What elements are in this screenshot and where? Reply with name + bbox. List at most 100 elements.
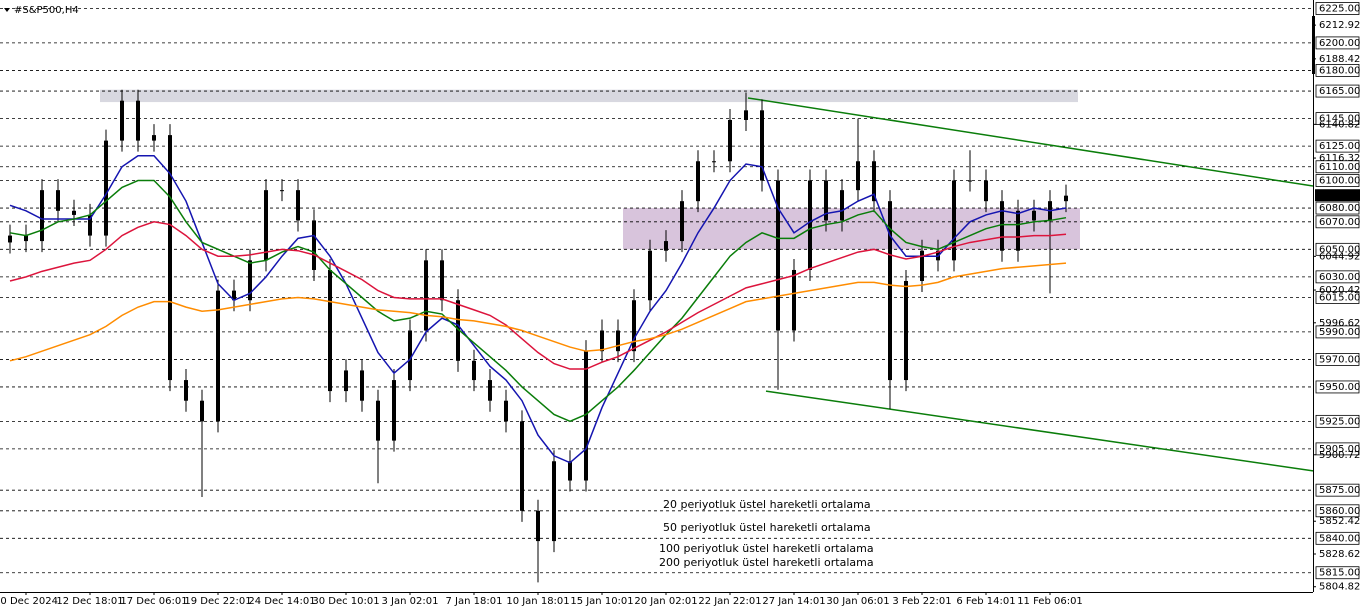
candle-body: [8, 235, 12, 243]
y-level-label: 5905.00: [1319, 444, 1360, 455]
candle-body: [648, 250, 652, 301]
candle-body: [392, 380, 396, 441]
candle-body: [920, 250, 924, 281]
y-tick-label: 5828.62: [1319, 549, 1360, 560]
x-tick-label: 24 Dec 14:01: [248, 596, 315, 607]
trendline: [747, 97, 1314, 187]
candle-body: [1032, 210, 1036, 221]
level-label-box: [1315, 84, 1360, 98]
level-label-box: [1315, 160, 1360, 174]
level-label-box: [1315, 414, 1360, 428]
level-label-box: [1315, 201, 1360, 215]
y-level-label: 5815.00: [1319, 568, 1360, 579]
candle-body: [840, 190, 844, 221]
level-label-box: [1315, 442, 1360, 456]
price-zone: [623, 208, 1080, 250]
legend-label: 200 periyotluk üstel hareketli ortalama: [659, 556, 874, 569]
price-zone: [100, 89, 1078, 103]
candle-body: [184, 380, 188, 401]
candle-body: [136, 100, 140, 141]
y-tick-label: 6212.92: [1319, 20, 1360, 31]
level-label-box: [1315, 2, 1360, 15]
level-label-box: [1315, 64, 1360, 77]
y-level-label: 5990.00: [1319, 327, 1360, 338]
candle-body: [152, 135, 156, 141]
level-label-box: [1315, 242, 1360, 256]
level-label-box: [1315, 112, 1360, 125]
x-tick-label: 30 Dec 10:01: [312, 596, 379, 607]
legend-label: 100 periyotluk üstel hareketli ortalama: [659, 542, 874, 555]
level-label-box: [1315, 566, 1360, 580]
y-level-label: 6030.00: [1319, 272, 1360, 283]
candle-body: [168, 135, 172, 381]
candle-body: [872, 161, 876, 202]
candle-body: [488, 380, 492, 401]
y-level-label: 6145.00: [1319, 114, 1360, 125]
y-tick-label: 6188.42: [1319, 54, 1360, 65]
y-level-label: 6165.00: [1319, 86, 1360, 97]
candle-body: [104, 140, 108, 236]
x-tick-label: 19 Dec 22:01: [184, 596, 251, 607]
candle-body: [888, 201, 892, 381]
candle-body: [376, 400, 380, 441]
candle-body: [1000, 201, 1004, 251]
candle-body: [232, 290, 236, 301]
candle-body: [1016, 210, 1020, 251]
candle-body: [728, 119, 732, 162]
y-tick-label: 5900.72: [1319, 450, 1360, 461]
y-level-label: 6015.00: [1319, 293, 1360, 304]
current-price-box: [1315, 189, 1360, 202]
y-level-label: 6110.00: [1319, 162, 1360, 173]
x-tick-label: 17 Dec 06:01: [120, 596, 187, 607]
level-label-box: [1315, 483, 1360, 497]
candle-body: [40, 190, 44, 242]
candle-body: [296, 190, 300, 221]
candle-body: [360, 370, 364, 401]
x-tick-label: 3 Feb 22:01: [892, 596, 951, 607]
level-label-box: [1315, 291, 1360, 304]
x-tick-label: 30 Jan 06:01: [826, 596, 889, 607]
x-tick-label: 11 Feb 06:01: [1017, 596, 1083, 607]
candle-body: [1064, 195, 1068, 202]
candle-body: [56, 190, 60, 211]
current-price-label: 6089.32: [1319, 190, 1360, 201]
legend-label: 50 periyotluk üstel hareketli ortalama: [663, 521, 871, 534]
y-tick-label: 6020.42: [1319, 285, 1360, 296]
candle-body: [952, 180, 956, 261]
y-tick-label: 5996.62: [1319, 318, 1360, 329]
candle-body: [792, 269, 796, 331]
candle-body: [264, 190, 268, 261]
y-tick-label: 5852.42: [1319, 516, 1360, 527]
x-tick-label: 27 Jan 14:01: [762, 596, 825, 607]
scroll-marker: [1312, 16, 1315, 74]
x-tick-label: 7 Jan 18:01: [446, 596, 503, 607]
x-tick-label: 22 Jan 22:01: [698, 596, 761, 607]
candle-body: [280, 190, 284, 192]
candle-body: [200, 400, 204, 422]
candle-body: [712, 161, 716, 163]
trendline: [765, 390, 1314, 472]
y-level-label: 6225.00: [1319, 4, 1360, 15]
candle-body: [328, 269, 332, 392]
candle-body: [552, 461, 556, 542]
x-tick-label: 12 Dec 18:01: [56, 596, 123, 607]
moving-average-line: [9, 179, 1067, 423]
candle-body: [904, 280, 908, 381]
moving-average-line: [9, 262, 1067, 362]
y-level-label: 6050.00: [1319, 244, 1360, 255]
level-label-box: [1315, 504, 1360, 518]
x-tick-label: 6 Feb 14:01: [956, 596, 1015, 607]
level-label-box: [1315, 174, 1360, 187]
y-tick-label: 6044.92: [1319, 251, 1360, 262]
candle-body: [984, 180, 988, 202]
candle-body: [664, 241, 668, 251]
candle-body: [632, 300, 636, 352]
candle-body: [760, 110, 764, 181]
y-level-label: 5840.00: [1319, 533, 1360, 544]
y-level-label: 5950.00: [1319, 382, 1360, 393]
y-level-label: 6180.00: [1319, 65, 1360, 76]
candle-body: [344, 370, 348, 392]
candle-body: [88, 214, 92, 236]
level-label-box: [1315, 215, 1360, 229]
